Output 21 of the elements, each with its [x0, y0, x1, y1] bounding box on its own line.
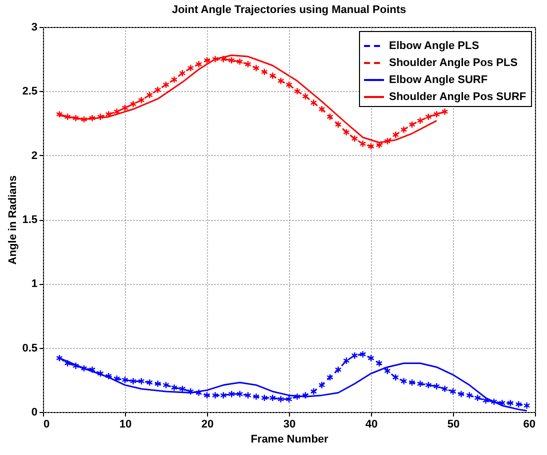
legend-label: Elbow Angle PLS	[389, 40, 480, 52]
y-tick-label: 3	[31, 22, 38, 34]
x-tick-label: 20	[201, 418, 214, 430]
x-tick-label: 0	[44, 418, 50, 430]
x-tick-label: 10	[119, 418, 132, 430]
y-tick-label: 2.5	[22, 86, 38, 98]
y-tick-label: 2	[31, 150, 38, 162]
x-axis-title: Frame Number	[250, 434, 330, 446]
chart-title: Joint Angle Trajectories using Manual Points	[172, 4, 406, 16]
legend-label: Shoulder Angle Pos SURF	[389, 91, 526, 103]
legend-label: Shoulder Angle Pos PLS	[389, 57, 518, 69]
legend-label: Elbow Angle SURF	[389, 74, 488, 86]
y-tick-label: 0.5	[22, 342, 38, 354]
x-tick-label: 60	[523, 418, 536, 430]
y-tick-label: 0	[31, 406, 38, 418]
y-axis-title: Angle in Radians	[7, 175, 20, 265]
x-tick-label: 40	[365, 418, 378, 430]
y-tick-label: 1.5	[22, 214, 38, 226]
y-tick-label: 1	[31, 278, 38, 290]
x-tick-label: 30	[283, 418, 296, 430]
x-tick-label: 50	[447, 418, 460, 430]
